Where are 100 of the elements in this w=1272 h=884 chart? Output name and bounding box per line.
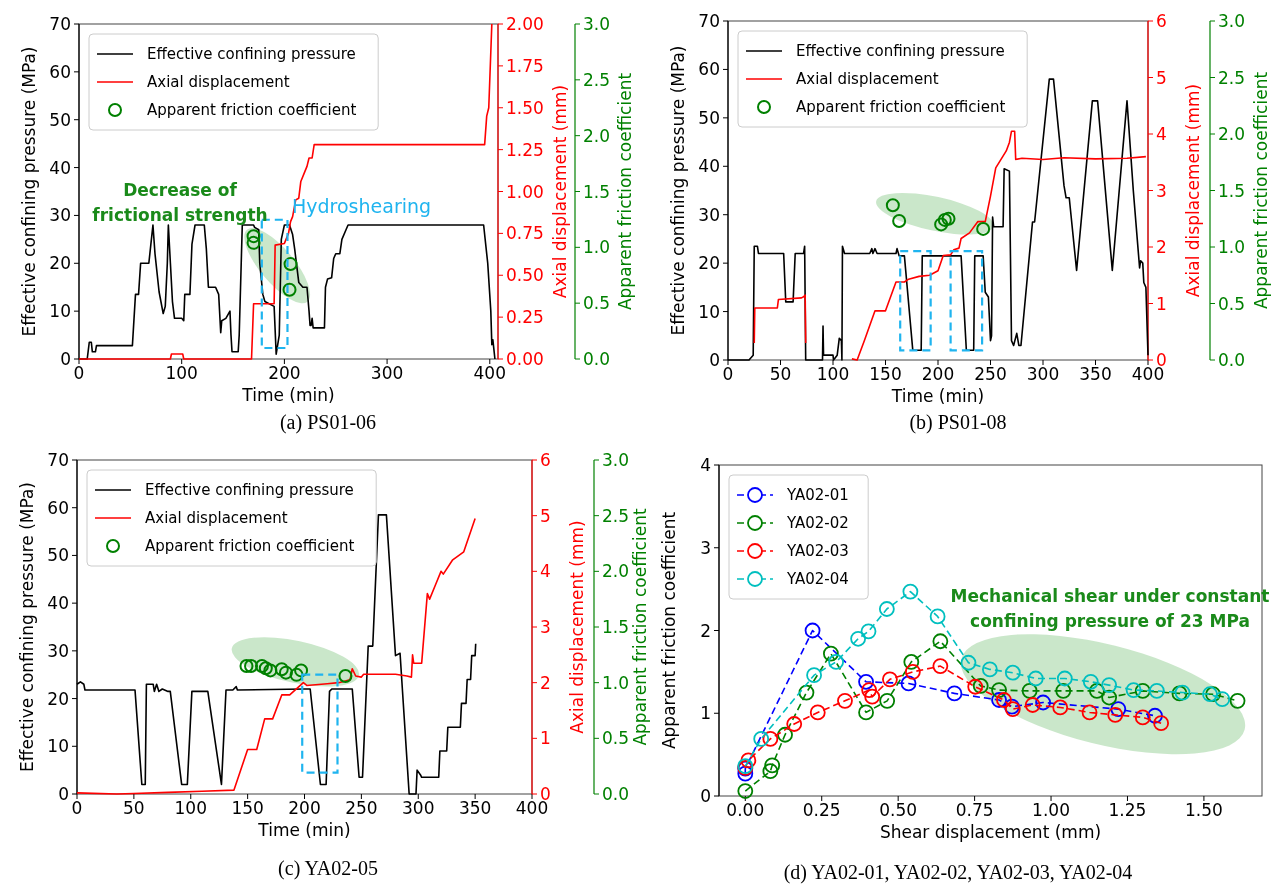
point <box>239 658 254 673</box>
point <box>828 654 844 670</box>
y-tick-label: 3 <box>700 537 711 558</box>
y-tick-label: 60 <box>49 61 71 82</box>
legend-label: YA02-01 <box>786 486 849 504</box>
x-tick-label: 0 <box>73 363 85 383</box>
y-tick-label: 60 <box>47 497 69 518</box>
x-axis-title: Time (min) <box>890 386 985 406</box>
y2-tick-label: 1 <box>540 728 551 749</box>
legend-label: Apparent friction coefficient <box>796 98 1006 116</box>
legend-label: Axial displacement <box>147 73 290 91</box>
point <box>878 601 895 617</box>
x-tick-label: 0.50 <box>879 800 918 820</box>
point <box>737 783 754 799</box>
y-axis-title: Effective confining pressure (MPa) <box>668 45 688 336</box>
x-tick-label: 100 <box>174 798 207 818</box>
x-tick-label: 1.25 <box>1108 800 1147 820</box>
x-axis-title: Shear displacement (mm) <box>879 822 1102 842</box>
x-tick-label: 250 <box>345 798 378 818</box>
y-tick-label: 50 <box>698 107 720 128</box>
x-tick-label: 300 <box>370 363 404 383</box>
y2-tick-label: 0.50 <box>506 265 544 286</box>
annotation: Mechanical shear under constant confining pressure of 23 MPa <box>950 586 1270 631</box>
point <box>1214 691 1231 708</box>
legend-label: Axial displacement <box>796 70 939 88</box>
y-tick-label: 10 <box>49 301 71 322</box>
legend-label: Effective confining pressure <box>145 481 354 499</box>
point <box>804 622 821 639</box>
y2-axis-title: Axial displacement (mm) <box>567 520 587 734</box>
point <box>1021 683 1038 699</box>
point <box>972 678 989 694</box>
point <box>289 667 304 682</box>
point <box>753 731 770 747</box>
y-tick-label: 50 <box>49 109 71 130</box>
point <box>996 692 1012 708</box>
legend-label: YA02-04 <box>786 570 849 588</box>
point <box>850 630 867 647</box>
y-tick-label: 40 <box>47 593 69 614</box>
point <box>858 704 874 721</box>
point <box>1148 683 1165 699</box>
point <box>837 692 853 709</box>
point <box>263 663 278 678</box>
x-tick-label: 250 <box>974 364 1007 384</box>
point <box>762 731 779 747</box>
y3-tick-label: 2.0 <box>1218 124 1246 144</box>
point <box>1134 709 1151 726</box>
point <box>991 692 1007 708</box>
legend-label: YA02-03 <box>786 542 849 560</box>
point <box>981 661 998 678</box>
x-tick-label: 200 <box>921 364 955 384</box>
y2-axis-title: Axial displacement (mm) <box>550 84 570 299</box>
y3-tick-label: 1.0 <box>583 237 611 258</box>
y3-tick-label: 0.5 <box>1218 293 1246 314</box>
y3-tick-label: 2.0 <box>583 125 611 146</box>
point <box>244 658 259 673</box>
y3-tick-label: 3.0 <box>1218 11 1246 31</box>
legend-label: Effective confining pressure <box>796 42 1005 60</box>
point <box>967 678 984 695</box>
x-tick-label: 0 <box>722 364 734 384</box>
y2-tick-label: 1 <box>1156 293 1167 314</box>
point <box>1110 701 1127 718</box>
point <box>764 757 781 774</box>
y2-tick-label: 3 <box>1156 180 1167 201</box>
y-tick-label: 0 <box>60 349 71 369</box>
point <box>879 692 896 709</box>
y3-tick-label: 0.5 <box>583 293 611 314</box>
legend-label: Effective confining pressure <box>147 45 356 63</box>
x-tick-label: 300 <box>1026 364 1060 384</box>
point <box>338 668 353 683</box>
point <box>1089 683 1105 699</box>
y3-tick-label: 0.5 <box>602 728 630 749</box>
point <box>1229 692 1246 709</box>
point <box>1134 683 1151 699</box>
point <box>274 662 289 677</box>
y-tick-label: 70 <box>698 11 720 31</box>
point <box>1056 670 1073 687</box>
point <box>246 235 261 250</box>
point <box>282 282 297 297</box>
y-tick-label: 30 <box>49 205 71 226</box>
y2-tick-label: 2 <box>540 672 551 693</box>
y3-tick-label: 2.5 <box>1218 67 1246 88</box>
point <box>1055 683 1072 699</box>
x-tick-label: 300 <box>402 798 435 818</box>
x-tick-label: 350 <box>1079 364 1112 384</box>
point <box>798 684 815 701</box>
x-axis-title: Time (min) <box>241 385 335 405</box>
legend-label: YA02-02 <box>786 514 849 532</box>
y2-tick-label: 3 <box>540 617 551 637</box>
point <box>934 217 949 232</box>
y-axis-title: Effective confining pressure (MPa) <box>17 482 37 772</box>
point <box>937 212 952 227</box>
y2-tick-label: 0.25 <box>506 307 544 328</box>
y2-tick-label: 6 <box>1156 11 1167 31</box>
y-tick-label: 0 <box>58 784 69 804</box>
x-tick-label: 200 <box>268 363 301 383</box>
y2-tick-label: 5 <box>540 505 551 526</box>
y3-tick-label: 1.0 <box>1218 237 1246 257</box>
x-tick-label: 100 <box>165 363 198 383</box>
legend-label: Axial displacement <box>145 509 288 527</box>
point <box>904 663 921 680</box>
